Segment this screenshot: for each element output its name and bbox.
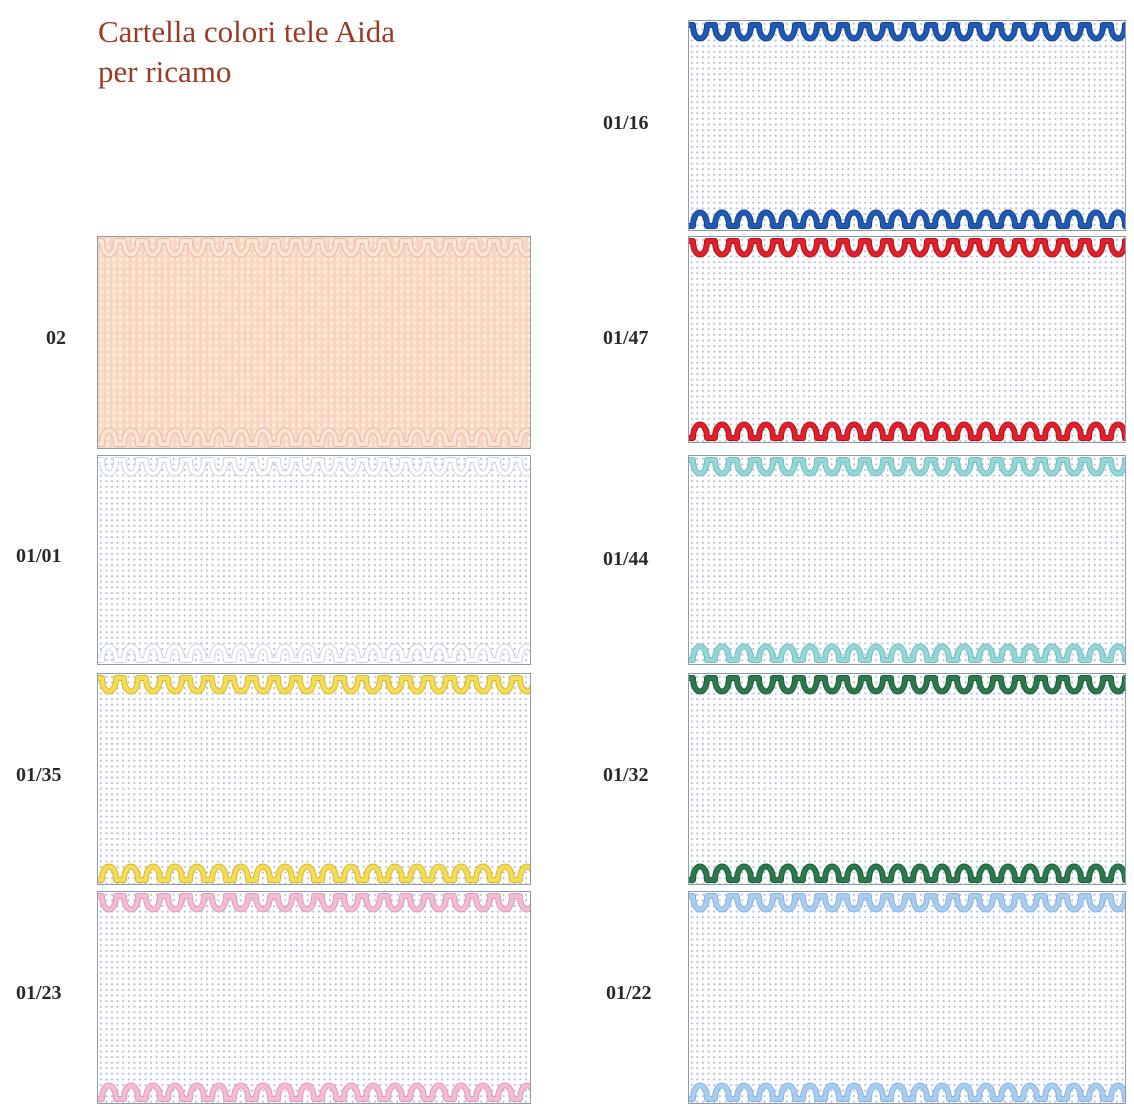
swatch-code-01-32: 01/32	[603, 764, 649, 786]
scalloped-edge-top	[689, 674, 1125, 700]
scalloped-edge-bottom	[689, 858, 1125, 884]
swatch-code-01-35: 01/35	[16, 764, 62, 786]
aida-fabric	[689, 21, 1125, 230]
swatch-01-35	[97, 673, 531, 885]
scalloped-edge-top	[98, 237, 530, 263]
swatch-01-16	[688, 20, 1126, 231]
swatch-01-23	[97, 891, 531, 1104]
aida-fabric	[98, 237, 530, 448]
swatch-code-01-22: 01/22	[606, 982, 652, 1004]
swatch-01-01	[97, 455, 531, 665]
scalloped-edge-top	[98, 456, 530, 482]
aida-fabric	[689, 892, 1125, 1103]
scalloped-edge-bottom	[689, 416, 1125, 442]
scalloped-edge-top	[98, 674, 530, 700]
aida-fabric	[689, 674, 1125, 884]
scalloped-edge-bottom	[689, 204, 1125, 230]
swatch-code-01-47: 01/47	[603, 327, 649, 349]
swatch-01-47	[688, 236, 1126, 443]
title-line-2: per ricamo	[98, 54, 232, 89]
swatch-code-01-23: 01/23	[16, 982, 62, 1004]
scalloped-edge-top	[689, 892, 1125, 918]
scalloped-edge-bottom	[689, 638, 1125, 664]
title-line-1: Cartella colori tele Aida	[98, 14, 395, 49]
aida-fabric	[98, 674, 530, 884]
aida-fabric	[689, 237, 1125, 442]
page-title: Cartella colori tele Aida per ricamo	[98, 12, 395, 92]
scalloped-edge-bottom	[98, 638, 530, 664]
swatch-code-02: 02	[46, 327, 66, 349]
scalloped-edge-bottom	[98, 422, 530, 448]
scalloped-edge-bottom	[689, 1077, 1125, 1103]
swatch-code-01-44: 01/44	[603, 548, 649, 570]
scalloped-edge-top	[98, 892, 530, 918]
scalloped-edge-top	[689, 21, 1125, 47]
scalloped-edge-top	[689, 237, 1125, 263]
swatch-01-44	[688, 455, 1126, 665]
swatch-02	[97, 236, 531, 449]
aida-fabric	[98, 456, 530, 664]
swatch-01-32	[688, 673, 1126, 885]
aida-fabric	[689, 456, 1125, 664]
aida-fabric	[98, 892, 530, 1103]
scalloped-edge-bottom	[98, 1077, 530, 1103]
swatch-code-01-16: 01/16	[603, 112, 649, 134]
swatch-01-22	[688, 891, 1126, 1104]
scalloped-edge-bottom	[98, 858, 530, 884]
scalloped-edge-top	[689, 456, 1125, 482]
swatch-code-01-01: 01/01	[16, 545, 62, 567]
